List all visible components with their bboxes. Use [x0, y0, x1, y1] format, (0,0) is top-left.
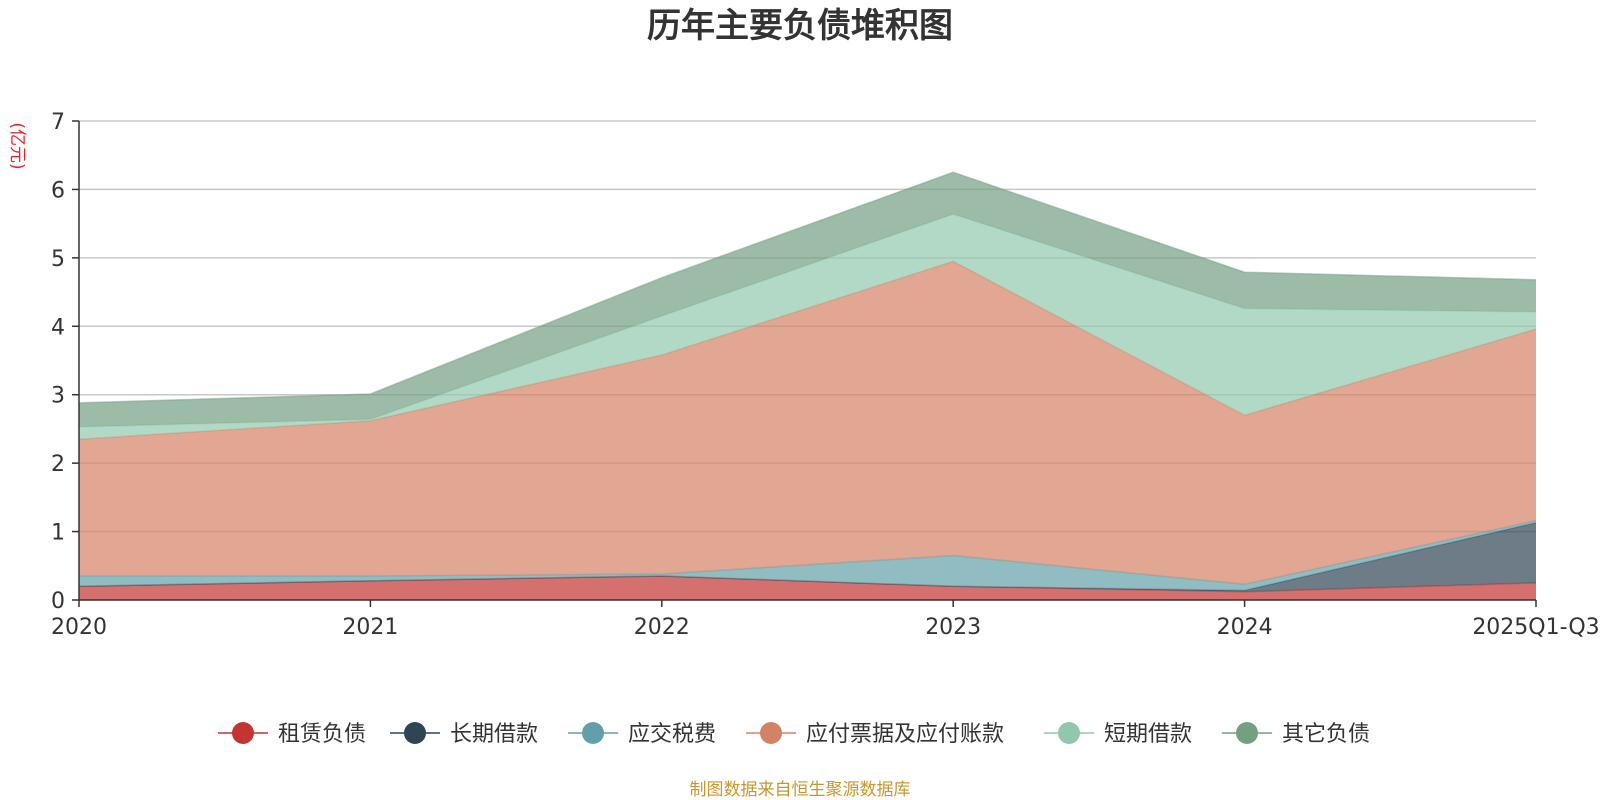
legend-marker [1058, 722, 1080, 744]
area-5[interactable] [79, 214, 1536, 440]
y-tick-label: 6 [51, 178, 65, 203]
legend-marker [582, 722, 604, 744]
x-tick-label: 2021 [342, 615, 398, 640]
x-tick-label: 2022 [634, 615, 690, 640]
y-axis-unit: (亿元) [7, 122, 27, 169]
y-tick-label: 4 [51, 315, 65, 340]
chart-title: 历年主要负债堆积图 [647, 6, 953, 46]
legend-label: 其它负债 [1282, 722, 1370, 747]
x-tick-label: 2020 [51, 615, 107, 640]
area-1[interactable] [79, 576, 1536, 600]
area-6[interactable] [79, 172, 1536, 427]
area-line-6 [78, 171, 1537, 404]
legend-item-6[interactable]: 其它负债 [1222, 722, 1370, 747]
legend-item-5[interactable]: 短期借款 [1044, 722, 1192, 747]
legend-marker [404, 722, 426, 744]
y-tick-label: 5 [51, 247, 65, 272]
area-series [78, 171, 1537, 600]
legend-item-3[interactable]: 应交税费 [568, 722, 716, 747]
legend-item-2[interactable]: 长期借款 [390, 722, 538, 747]
y-axis-ticks: 0 1 2 3 4 5 6 7 [51, 110, 79, 614]
area-3[interactable] [79, 520, 1536, 591]
legend: 租赁负债 长期借款 应交税费 应付票据及应付账款 短期借款 其它负债 [218, 722, 1370, 747]
axes [78, 121, 1536, 601]
legend-item-1[interactable]: 租赁负债 [218, 722, 366, 747]
x-axis-ticks: 2020 2021 2022 2023 2024 2025Q1-Q3 [51, 600, 1600, 640]
area-4[interactable] [79, 261, 1536, 585]
source-note: 制图数据来自恒生聚源数据库 [690, 780, 911, 800]
x-tick-label: 2023 [925, 615, 981, 640]
y-tick-label: 0 [51, 589, 65, 614]
legend-label: 短期借款 [1104, 722, 1192, 747]
legend-label: 长期借款 [450, 722, 538, 747]
y-tick-label: 3 [51, 384, 65, 409]
legend-marker [232, 722, 254, 744]
legend-marker [1236, 722, 1258, 744]
legend-label: 应交税费 [628, 722, 716, 747]
legend-label: 租赁负债 [278, 722, 366, 747]
legend-item-4[interactable]: 应付票据及应付账款 [746, 722, 1004, 747]
x-tick-label: 2024 [1217, 615, 1273, 640]
area-2[interactable] [79, 522, 1536, 592]
y-tick-label: 7 [51, 110, 65, 135]
y-tick-label: 2 [51, 452, 65, 477]
x-tick-label: 2025Q1-Q3 [1472, 615, 1599, 640]
legend-label: 应付票据及应付账款 [806, 722, 1004, 747]
y-tick-label: 1 [51, 521, 65, 546]
legend-marker [760, 722, 782, 744]
